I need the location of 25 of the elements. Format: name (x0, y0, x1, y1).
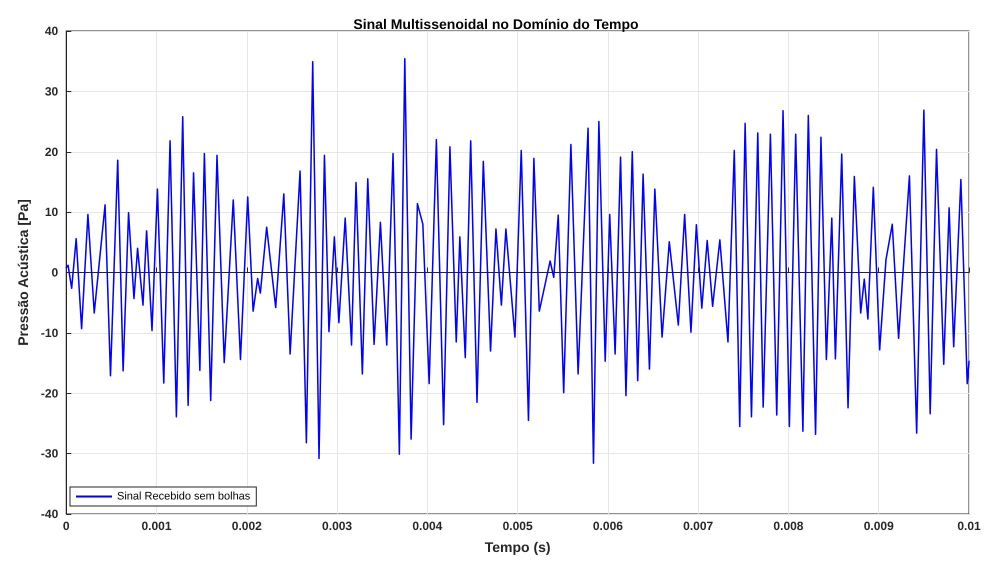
line-series (65, 58, 970, 464)
x-tick-label: 0.001 (142, 519, 172, 533)
x-tick-label: 0.008 (773, 519, 804, 533)
y-tick-label: 0 (52, 266, 59, 280)
x-tick-label: 0.005 (502, 519, 533, 533)
y-tick-label: 30 (44, 84, 59, 98)
x-tick-label: 0 (62, 519, 70, 533)
x-axis-title: Tempo (s) (484, 539, 551, 555)
y-axis-title: Pressão Acústica [Pa] (15, 199, 31, 346)
x-tick-label: 0.01 (957, 519, 981, 533)
y-tick-label: 40 (44, 24, 59, 38)
y-tick-label: -40 (40, 507, 59, 521)
y-tick-label: 20 (44, 144, 59, 159)
x-tick-label: 0.004 (412, 519, 443, 533)
y-tick-label: -30 (40, 446, 59, 461)
x-tick-label: 0.009 (864, 519, 894, 533)
x-tick-label: 0.007 (683, 519, 714, 533)
y-tick-label: -10 (40, 326, 59, 340)
y-tick-label: 10 (44, 205, 59, 220)
chart-title: Sinal Multissenoidal no Domínio do Tempo (353, 16, 639, 32)
x-tick-label: 0.003 (322, 519, 352, 533)
x-tick-label: 0.006 (592, 519, 624, 533)
x-tick-label: 0.002 (232, 519, 262, 533)
legend-label: Sinal Recebido sem bolhas (117, 490, 251, 502)
y-tick-label: -20 (40, 386, 59, 400)
